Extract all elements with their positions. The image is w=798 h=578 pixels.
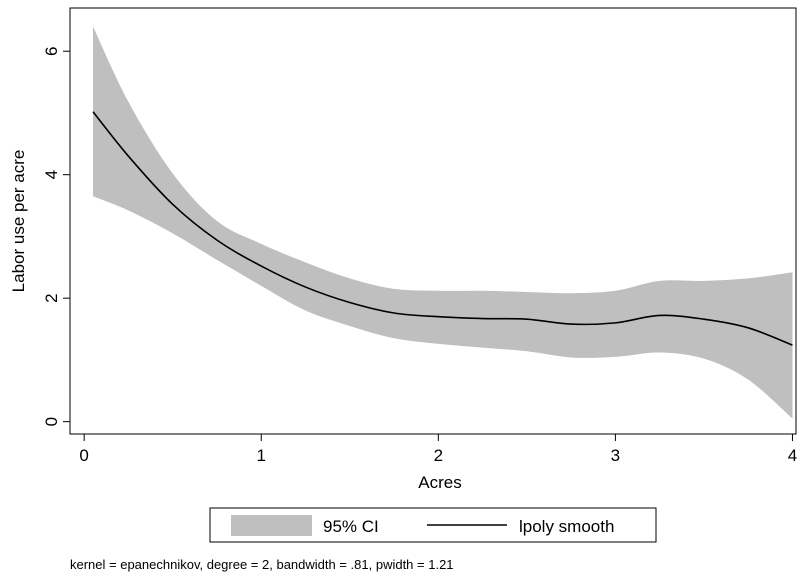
- y-tick-label: 6: [42, 46, 61, 55]
- axis-layer: 0 1 2 3 4 0 2 4 6: [42, 46, 797, 465]
- legend-label-line: lpoly smooth: [519, 517, 614, 536]
- chart-note: kernel = epanechnikov, degree = 2, bandw…: [70, 557, 454, 572]
- plot-frame: [69, 7, 797, 435]
- ci-band: [93, 26, 793, 419]
- y-tick-label: 4: [42, 170, 61, 179]
- x-tick-label: 2: [434, 446, 443, 465]
- plot-layer: [92, 26, 793, 419]
- x-tick-label: 3: [611, 446, 620, 465]
- y-tick-label: 2: [42, 293, 61, 302]
- lpoly-line: [92, 111, 793, 346]
- x-tick-label: 1: [257, 446, 266, 465]
- legend: 95% CI lpoly smooth: [209, 507, 657, 543]
- y-tick-label: 0: [42, 417, 61, 426]
- legend-swatch-ci: [231, 515, 312, 536]
- legend-label-ci: 95% CI: [323, 517, 379, 536]
- x-axis-label: Acres: [418, 473, 461, 492]
- x-tick-label: 0: [79, 446, 88, 465]
- y-axis-label: Labor use per acre: [9, 150, 28, 293]
- x-tick-label: 4: [788, 446, 797, 465]
